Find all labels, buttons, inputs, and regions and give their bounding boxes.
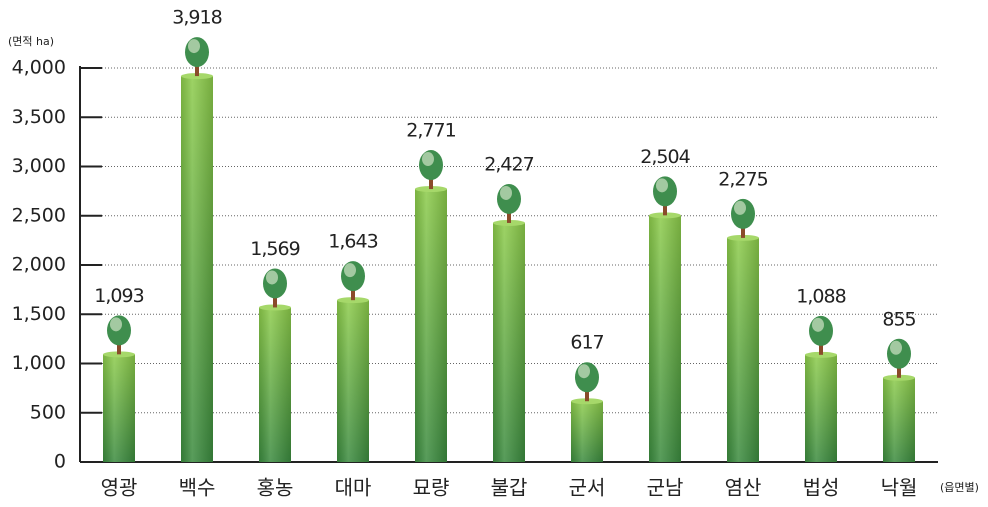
page: {"chart_data": {"type": "bar", "y_label"… (0, 0, 988, 507)
tree-icon (107, 315, 131, 354)
bar-shade (727, 238, 759, 462)
bar-shade (181, 76, 213, 462)
tree-highlight (266, 270, 278, 284)
x-tick-label: 염산 (725, 476, 762, 500)
tree-highlight (656, 178, 668, 192)
tree-icon (263, 268, 287, 307)
value-label: 2,504 (640, 146, 690, 168)
value-label: 1,088 (796, 285, 845, 307)
tree-icon (653, 176, 677, 215)
bar-shade (883, 378, 915, 462)
tree-icon (497, 184, 521, 223)
x-tick-label: 백수 (179, 476, 216, 500)
y-tick-label: 2,000 (12, 254, 66, 276)
tree-icon (419, 150, 443, 189)
tree-highlight (110, 317, 122, 331)
tree-icon (185, 37, 209, 76)
x-tick-label: 영광 (101, 476, 138, 500)
x-tick-label: 낙월 (881, 476, 918, 500)
value-label: 855 (882, 308, 915, 330)
bar-shade (805, 355, 837, 462)
value-label: 617 (570, 332, 603, 354)
x-tick-label: 불갑 (491, 476, 528, 500)
value-label: 2,275 (718, 168, 767, 190)
tree-icon (887, 339, 911, 378)
tree-highlight (890, 341, 902, 355)
tree-highlight (812, 318, 824, 332)
tree-icon (341, 261, 365, 300)
bar-shade (493, 223, 525, 462)
bar-shade (259, 307, 291, 462)
value-label: 1,643 (328, 231, 377, 253)
y-tick-label: 3,500 (12, 106, 66, 128)
y-tick-label: 3,000 (12, 155, 66, 177)
y-tick-label: 4,000 (12, 57, 66, 79)
y-tick-label: 1,500 (12, 303, 66, 325)
y-tick-label: 1,000 (12, 352, 66, 374)
value-label: 2,771 (406, 120, 455, 142)
x-tick-label: 군남 (647, 476, 684, 500)
tree-highlight (734, 201, 746, 215)
y-tick-label: 2,500 (12, 204, 66, 226)
tree-icon (809, 316, 833, 355)
bar-shade (415, 189, 447, 462)
y-tick-label: 500 (30, 401, 66, 423)
tree-highlight (422, 152, 434, 166)
value-label: 1,093 (94, 285, 143, 307)
tree-highlight (578, 364, 590, 378)
y-tick-label: 0 (54, 451, 66, 473)
tree-highlight (344, 263, 356, 277)
value-label: 2,427 (484, 153, 533, 175)
bar-shade (571, 401, 603, 462)
value-label: 1,569 (250, 238, 299, 260)
x-axis-label: (읍면별) (940, 481, 979, 494)
value-label: 3,918 (172, 7, 221, 29)
tree-icon (731, 199, 755, 238)
x-tick-label: 군서 (569, 476, 606, 500)
bar-shade (337, 300, 369, 462)
bar-shade (103, 354, 135, 462)
tree-icon (575, 362, 599, 401)
x-tick-label: 묘량 (413, 476, 450, 500)
x-tick-label: 홍농 (257, 476, 294, 500)
tree-highlight (188, 39, 200, 53)
x-tick-label: 법성 (803, 476, 840, 500)
tree-highlight (500, 186, 512, 200)
x-tick-label: 대마 (335, 476, 372, 500)
bar-shade (649, 215, 681, 462)
y-axis-label: (면적 ha) (8, 35, 54, 48)
chart: (면적 ha) (읍면별) 0 500 1,000 1,500 2,000 2,500 3,… (0, 0, 988, 503)
